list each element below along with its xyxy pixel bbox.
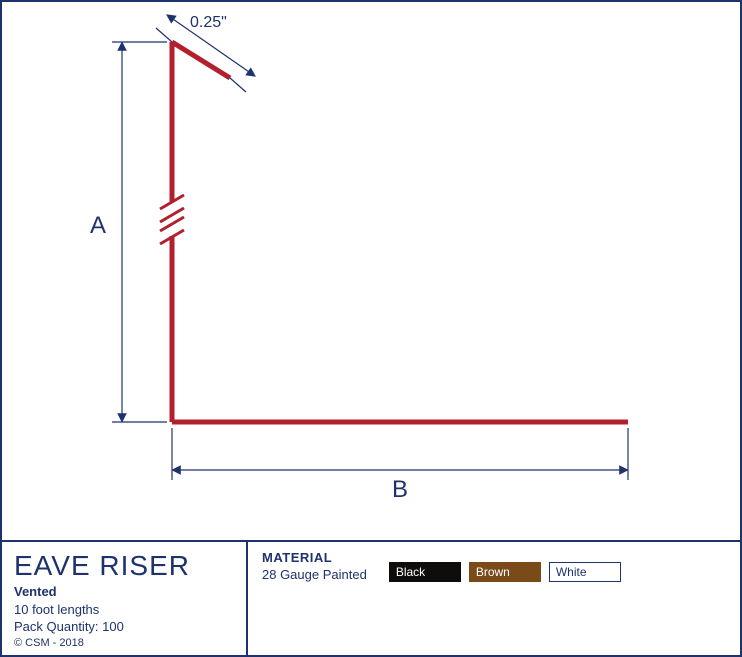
swatch-brown: Brown xyxy=(469,562,541,582)
material-column: MATERIAL 28 Gauge Painted xyxy=(262,550,367,582)
part-title: EAVE RISER xyxy=(14,550,234,582)
title-block-right: MATERIAL 28 Gauge Painted Black Brown Whit… xyxy=(248,542,740,655)
swatch-black: Black xyxy=(389,562,461,582)
part-pack-qty: Pack Quantity: 100 xyxy=(14,619,234,634)
drawing-area: A B 0.25" xyxy=(2,2,740,542)
swatch-white: White xyxy=(549,562,621,582)
profile-svg xyxy=(2,2,740,540)
dim-label-top: 0.25" xyxy=(190,14,227,32)
part-subtitle: Vented xyxy=(14,584,234,599)
dim-label-a: A xyxy=(90,212,106,240)
part-length: 10 foot lengths xyxy=(14,602,234,617)
title-block: EAVE RISER Vented 10 foot lengths Pack Q… xyxy=(2,542,740,655)
title-block-left: EAVE RISER Vented 10 foot lengths Pack Q… xyxy=(2,542,248,655)
dim-label-b: B xyxy=(392,476,408,504)
material-heading: MATERIAL xyxy=(262,550,367,565)
color-swatches: Black Brown White xyxy=(389,562,621,582)
copyright: © CSM - 2018 xyxy=(14,637,84,649)
material-spec: 28 Gauge Painted xyxy=(262,567,367,582)
drawing-frame: A B 0.25" EAVE RISER Vented 10 foot leng… xyxy=(0,0,742,657)
